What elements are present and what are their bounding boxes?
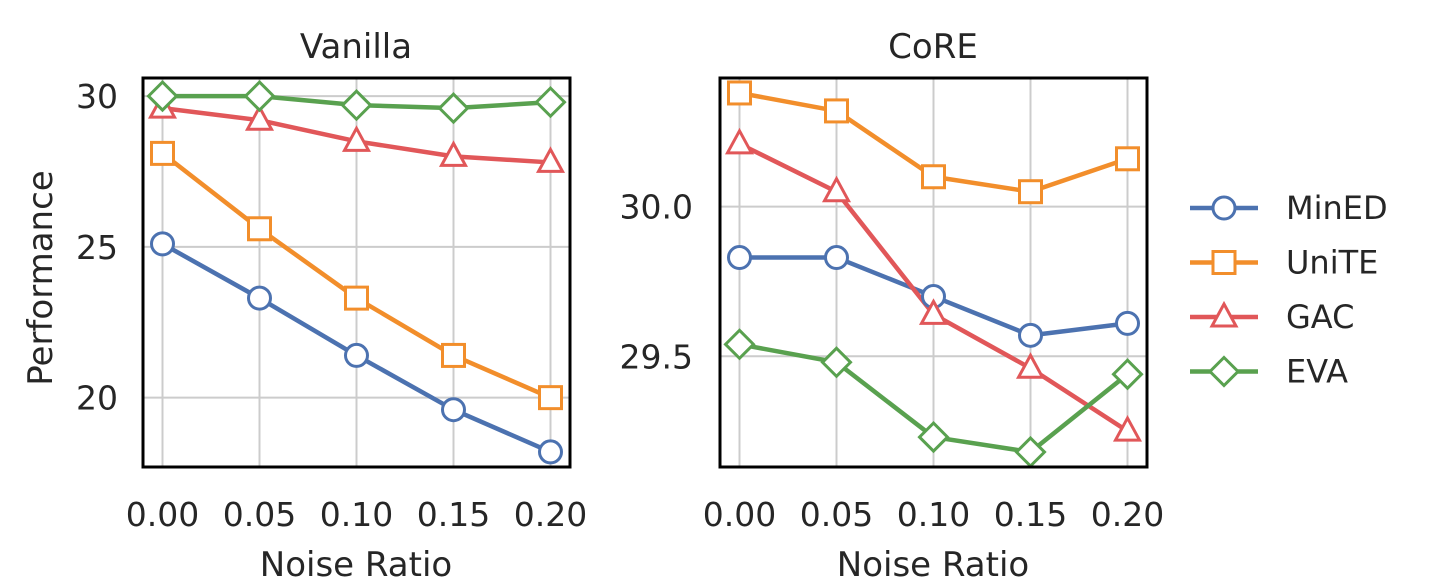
data-point-eva — [534, 86, 567, 119]
legend-label: UniTE — [1286, 244, 1378, 282]
x-tick-label: 0.05 — [800, 495, 873, 534]
legend-marker — [1207, 355, 1241, 388]
legend-item-unite: UniTE — [1190, 244, 1378, 282]
panel-vanilla: Vanilla Noise Ratio Performance 0.00 0.05… — [21, 27, 587, 585]
legend: MinED UniTE GAC EVA — [1190, 189, 1388, 391]
data-point-eva — [146, 79, 179, 113]
plot-frame — [718, 76, 1149, 469]
data-point-gac — [535, 146, 566, 173]
data-point-unite — [538, 385, 563, 411]
x-axis-label: Noise Ratio — [260, 545, 452, 585]
data-point-mined — [1018, 322, 1043, 348]
legend-marker — [1209, 300, 1239, 328]
legend-item-gac: GAC — [1190, 298, 1354, 336]
x-tick-label: 0.10 — [320, 495, 393, 534]
data-point-mined — [1115, 310, 1140, 336]
data-point-unite — [247, 216, 272, 242]
data-point-unite — [727, 80, 752, 106]
data-point-unite — [1115, 146, 1140, 172]
data-point-mined — [441, 397, 466, 423]
data-point-gac — [1015, 352, 1046, 379]
x-tick-label: 0.15 — [994, 495, 1067, 534]
x-tick-label: 0.15 — [417, 495, 490, 534]
data-point-eva — [820, 346, 853, 379]
data-point-unite — [1018, 179, 1043, 205]
data-point-eva — [1111, 358, 1144, 391]
legend-label: EVA — [1286, 353, 1348, 391]
data-point-unite — [150, 140, 175, 166]
data-point-eva — [340, 89, 373, 122]
x-tick-label: 0.00 — [703, 495, 776, 534]
data-point-mined — [727, 245, 752, 271]
data-point-mined — [824, 245, 849, 271]
y-tick-label: 25 — [76, 228, 118, 267]
legend-label: MinED — [1286, 189, 1388, 227]
data-point-mined — [247, 285, 272, 311]
data-point-gac — [918, 298, 949, 325]
data-point-eva — [243, 79, 276, 113]
data-point-gac — [341, 125, 372, 152]
legend-marker — [1211, 195, 1237, 221]
legend-marker — [1211, 250, 1237, 275]
plot-frame — [141, 76, 572, 469]
data-point-mined — [538, 439, 563, 465]
legend-label: GAC — [1286, 298, 1354, 336]
legend-item-eva: EVA — [1190, 353, 1348, 391]
y-tick-label: 20 — [76, 379, 118, 418]
x-tick-label: 0.00 — [126, 495, 199, 534]
data-point-gac — [724, 127, 755, 155]
data-point-mined — [344, 342, 369, 368]
x-tick-label: 0.05 — [223, 495, 296, 534]
x-tick-label: 0.20 — [514, 495, 587, 534]
data-point-unite — [824, 98, 849, 124]
data-point-gac — [438, 140, 469, 167]
x-tick-label: 0.10 — [897, 495, 970, 534]
data-point-unite — [921, 164, 946, 190]
data-point-gac — [244, 104, 275, 131]
data-point-gac — [821, 175, 852, 203]
y-tick-label: 30 — [76, 77, 118, 116]
plot-area: 0.00 0.05 0.10 0.15 0.20 29.5 30.0 — [620, 76, 1164, 534]
data-point-eva — [723, 328, 756, 361]
y-tick-label: 30.0 — [620, 188, 693, 227]
data-point-eva — [917, 420, 950, 454]
data-point-gac — [1112, 414, 1143, 442]
y-tick-label: 29.5 — [620, 337, 693, 376]
x-tick-label: 0.20 — [1091, 495, 1164, 534]
data-point-eva — [437, 92, 470, 125]
plot-area: 0.00 0.05 0.10 0.15 0.20 20 25 30 — [76, 76, 587, 534]
chart-title: CoRE — [888, 27, 978, 67]
panel-core: CoRE Noise Ratio 0.00 0.05 0.10 0.15 0.20 29.… — [620, 27, 1165, 585]
legend-item-mined: MinED — [1190, 189, 1388, 227]
chart-title: Vanilla — [300, 27, 412, 67]
data-point-mined — [150, 231, 175, 257]
y-axis-label: Performance — [21, 170, 61, 385]
x-axis-label: Noise Ratio — [837, 545, 1029, 585]
data-point-unite — [344, 285, 369, 311]
data-point-unite — [441, 342, 466, 368]
